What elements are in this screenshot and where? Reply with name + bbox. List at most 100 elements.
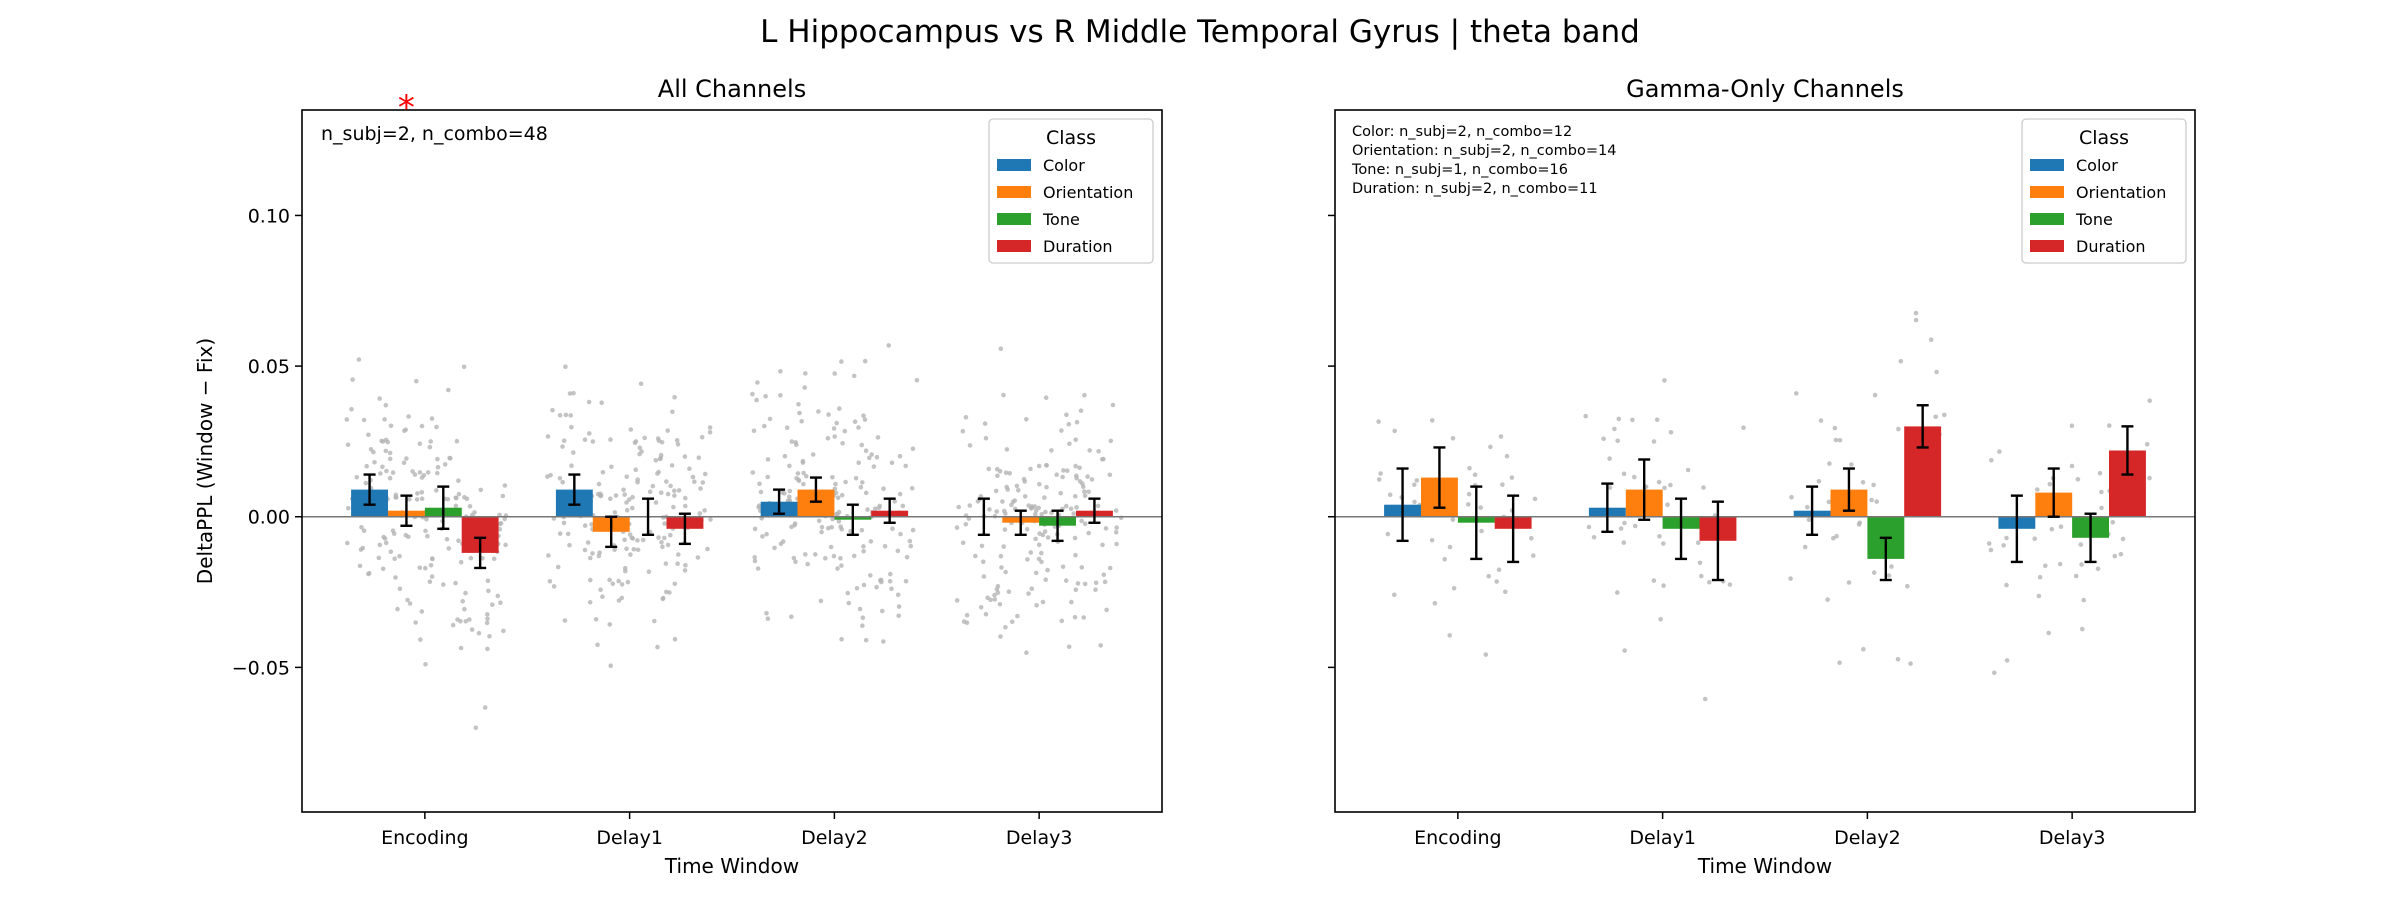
data-point (429, 574, 435, 579)
data-point (446, 546, 452, 551)
data-point (889, 460, 895, 466)
data-point (964, 612, 970, 618)
data-point (345, 442, 351, 448)
data-point (837, 406, 842, 411)
data-point (622, 537, 627, 543)
data-point (692, 479, 697, 485)
data-point (500, 493, 506, 499)
data-point (1412, 482, 1417, 488)
data-point (1702, 696, 1708, 702)
data-point (622, 492, 627, 497)
data-point (551, 584, 557, 589)
data-point (1661, 541, 1666, 546)
data-point (859, 527, 865, 533)
data-point (1087, 448, 1092, 453)
data-point (447, 455, 452, 461)
data-point (1061, 468, 1066, 473)
data-point (838, 524, 843, 529)
legend: Class Color Orientation Tone Duration (988, 118, 1154, 264)
data-point (417, 565, 423, 571)
data-point (563, 364, 568, 370)
error-bar (809, 476, 822, 503)
data-point (981, 574, 987, 579)
data-point (1500, 482, 1505, 487)
data-point (1486, 573, 1491, 579)
data-point (503, 542, 508, 548)
data-point (1001, 544, 1006, 549)
data-point (1015, 613, 1020, 619)
data-point (854, 586, 860, 591)
x-tick-label: Encoding (1414, 827, 1502, 849)
data-point (1034, 603, 1039, 608)
data-point (881, 486, 886, 492)
data-point (1028, 550, 1034, 555)
error-bar (1014, 509, 1027, 537)
data-point (630, 494, 635, 500)
data-point (1025, 557, 1030, 562)
data-point (1113, 508, 1119, 513)
data-point (1668, 430, 1674, 435)
data-point (801, 481, 806, 487)
data-point (751, 428, 757, 434)
data-point (789, 439, 795, 444)
data-point (1376, 477, 1382, 482)
legend-swatch-orientation (2030, 186, 2064, 198)
data-point (372, 460, 377, 465)
data-point (1093, 587, 1098, 592)
data-point (787, 463, 792, 469)
data-point (1073, 463, 1078, 469)
data-point (755, 566, 761, 571)
data-point (803, 552, 808, 557)
data-point (491, 556, 497, 562)
data-point (2069, 463, 2075, 469)
data-point (1494, 579, 1499, 584)
data-point (963, 522, 969, 527)
data-point (705, 546, 710, 552)
data-point (835, 566, 840, 571)
data-point (419, 423, 425, 429)
data-point (1042, 495, 1047, 500)
data-point (2099, 489, 2104, 495)
data-point (1104, 607, 1109, 613)
data-point (2032, 536, 2037, 541)
data-point (1707, 579, 1712, 585)
data-point (1483, 652, 1489, 657)
data-point (624, 507, 630, 513)
data-point (484, 620, 490, 626)
data-point (1896, 426, 1901, 432)
legend-title: Class (2079, 127, 2129, 149)
data-point (1871, 570, 1877, 575)
data-point (406, 414, 411, 419)
data-point (1615, 438, 1620, 444)
significance-star: * (398, 88, 415, 128)
data-point (1831, 535, 1836, 541)
data-point (1033, 536, 1038, 542)
data-point (843, 479, 848, 485)
data-point (1662, 485, 1667, 491)
data-point (344, 417, 350, 422)
data-point (1100, 457, 1105, 462)
data-point (672, 493, 677, 498)
data-point (608, 496, 613, 502)
data-point (865, 507, 870, 512)
error-bar (1711, 500, 1724, 582)
data-point (406, 534, 411, 540)
data-point (907, 538, 913, 544)
data-point (1942, 412, 1947, 418)
data-point (914, 377, 920, 383)
data-point (794, 442, 799, 448)
data-point (1040, 599, 1046, 605)
data-point (563, 412, 569, 418)
legend-box (988, 118, 1154, 264)
data-point (998, 553, 1004, 559)
data-point (349, 407, 354, 412)
data-point (861, 544, 866, 549)
data-point (998, 346, 1004, 352)
data-point (868, 539, 874, 544)
data-point (892, 499, 897, 504)
data-point (853, 476, 859, 481)
data-point (415, 491, 420, 496)
data-point (1794, 391, 1799, 396)
data-point (1107, 472, 1113, 478)
panel-title: All Channels (658, 75, 806, 103)
